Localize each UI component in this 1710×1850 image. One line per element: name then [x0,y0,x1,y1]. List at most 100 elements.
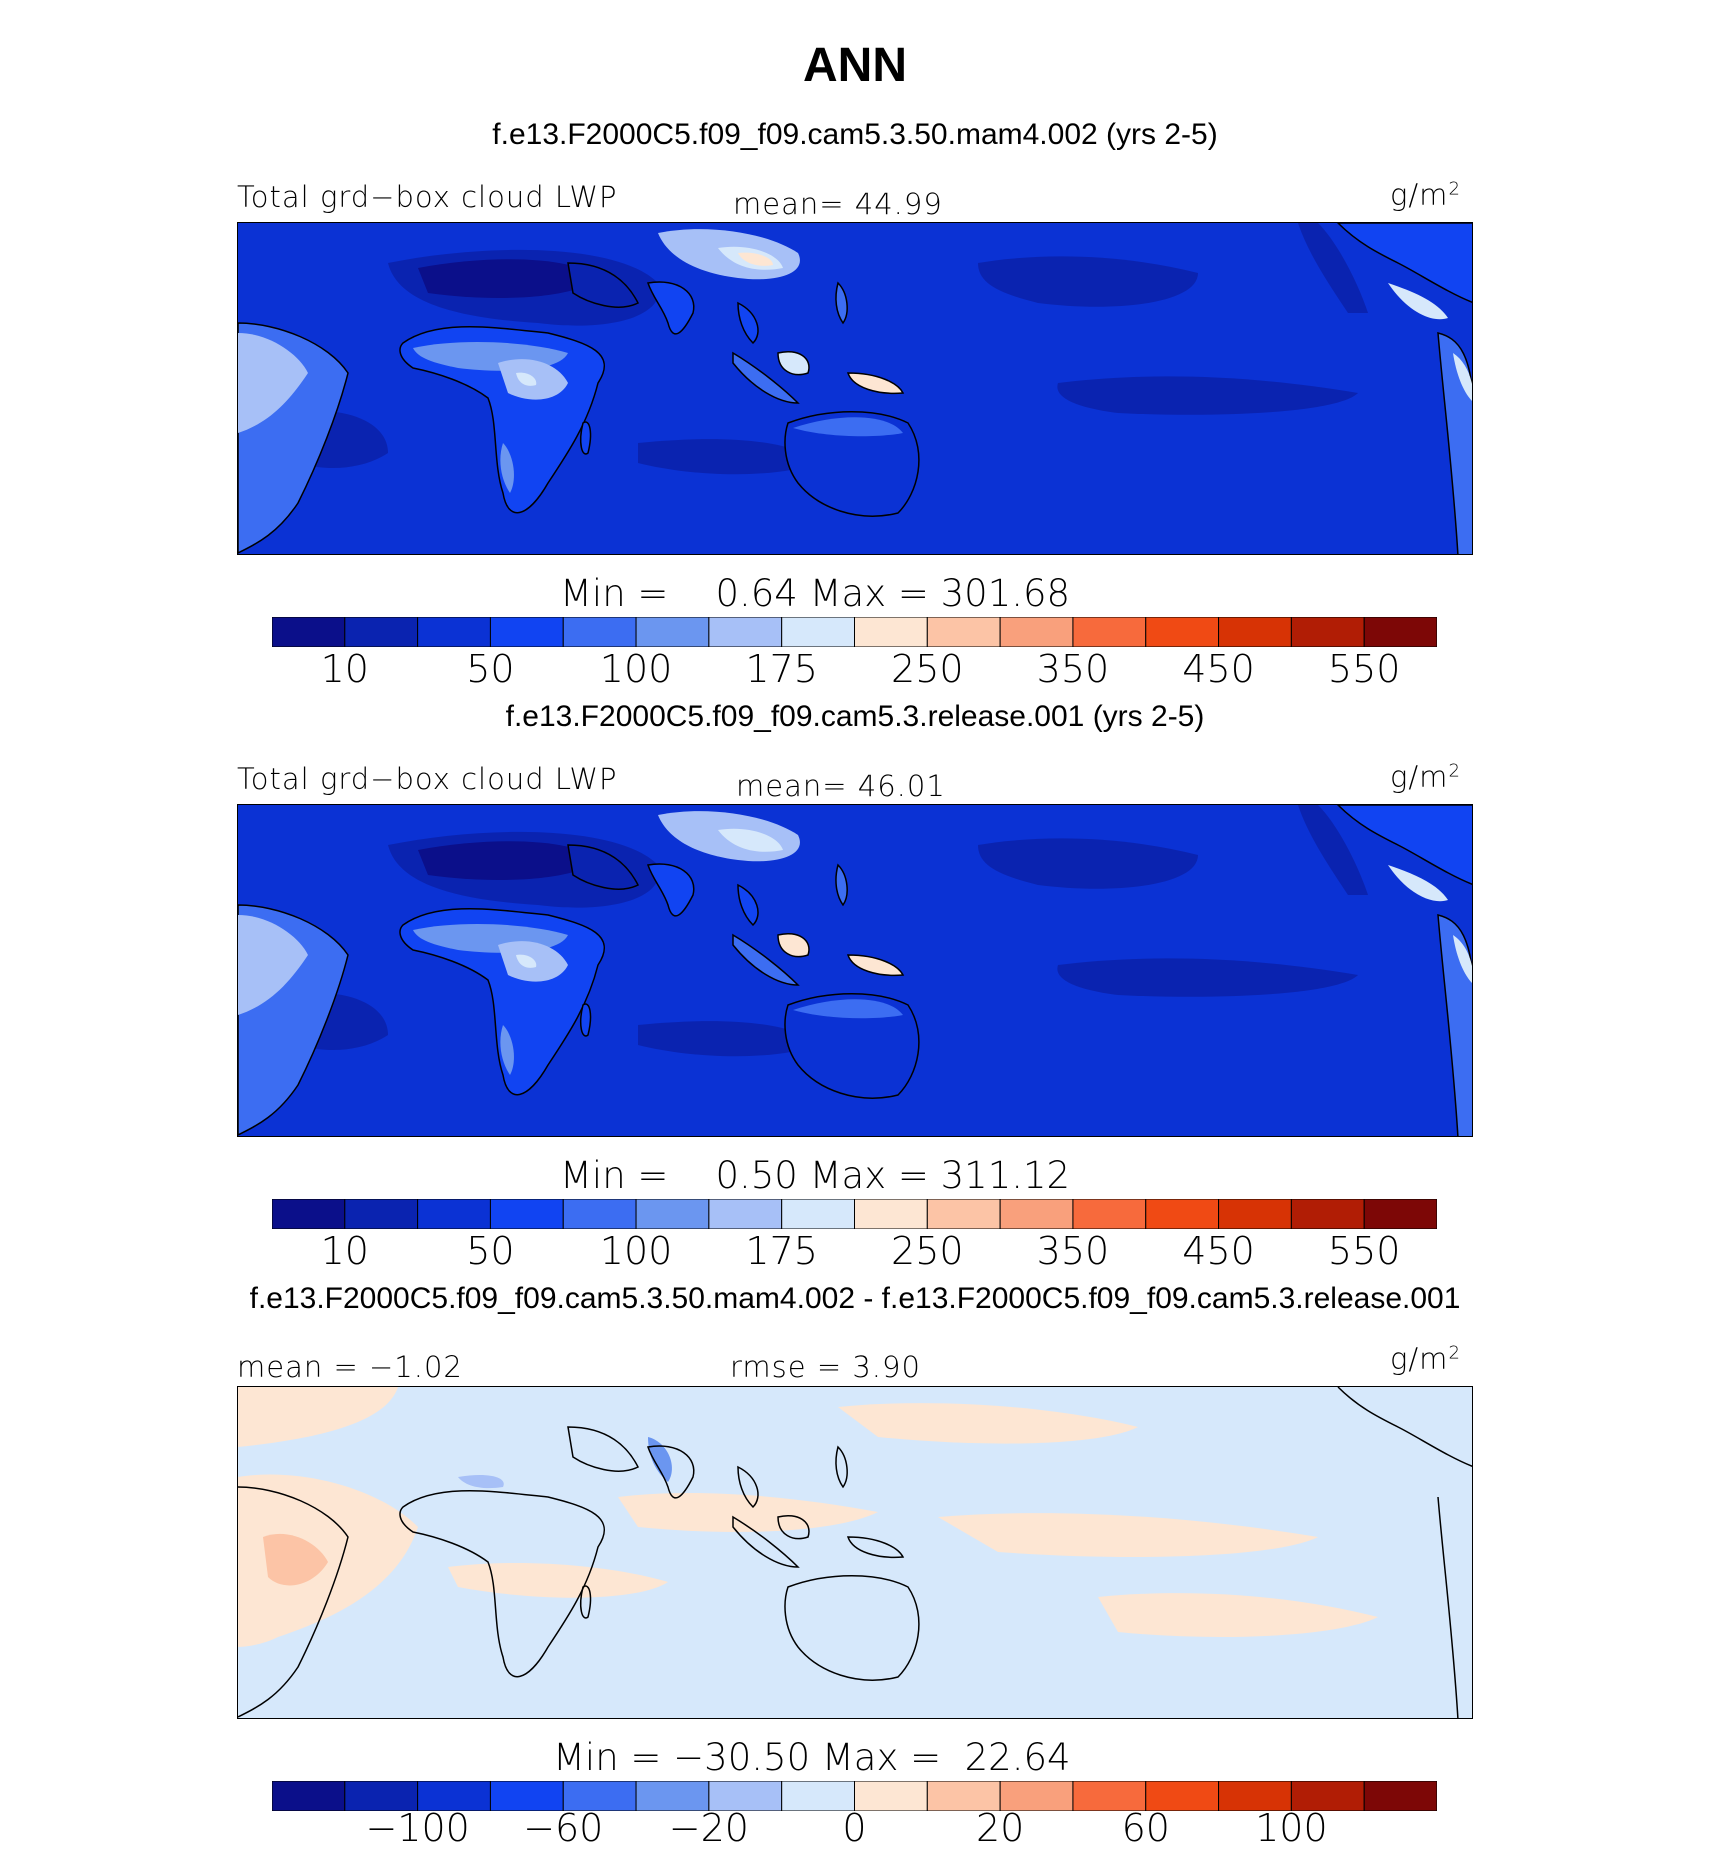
colorbar-tick-label: 250 [891,647,964,691]
diff-positive-io [618,1492,878,1532]
colorbar-tick-label: 10 [320,647,369,691]
panel3-mean-label: mean = −1.02 [237,1350,463,1384]
diff-positive-npac [838,1403,1138,1444]
amazon-high-lwp [238,915,308,1015]
colorbar-box [1145,1198,1220,1230]
arabia-outline [567,1426,640,1472]
indochina [737,301,759,345]
australia-north-band [793,999,903,1019]
colorbar-box [1290,1198,1365,1230]
indochina [737,883,759,927]
indochina-outline [737,1465,759,1509]
central-america-high [1388,283,1448,320]
units-base: g/m [1390,760,1449,794]
colorbar-box [781,1780,855,1812]
central-america [1336,223,1472,303]
new-guinea-outline [846,1536,905,1559]
panel2-units: g/m2 [1390,760,1461,794]
colorbar-tick-label: 50 [466,1229,515,1273]
colorbar-box [489,616,564,648]
colorbar-tick-label: 50 [466,647,515,691]
diff-negative-india [648,1437,672,1482]
colorbar-box [635,1198,710,1230]
panel3-minmax: Min = −30.50 Max = 22.64 [553,1736,1071,1779]
panel1-mean-label: mean= 44.99 [733,187,943,221]
colorbar-tick-label: 60 [1121,1806,1170,1850]
colorbar-box [489,1780,564,1812]
colorbar-box [926,1198,1001,1230]
sahara-min-lwp [418,841,598,880]
panel1-minmax: Min = 0.64 Max = 301.68 [560,572,1071,615]
sahara-min-lwp [418,259,598,298]
central-america-outline [1337,1387,1472,1467]
colorbar-tick-label: 175 [745,1229,818,1273]
colorbar-tick-label: 450 [1182,647,1255,691]
colorbar-box [1072,616,1147,648]
central-america-high [1388,865,1448,902]
baja-low-lwp [1298,223,1368,313]
colorbar-box [1218,1198,1292,1230]
colorbar-box [926,616,1001,648]
colorbar-tick-label: 0 [842,1806,867,1850]
philippines-outline [835,1445,848,1489]
panel3-rmse-label: rmse = 3.90 [730,1350,921,1384]
figure-title: ANN [803,39,907,92]
colorbar-box [1218,1780,1292,1812]
panel2-contour-field [238,805,1472,1136]
sumatra [732,933,800,986]
colorbar-box [781,616,855,648]
colorbar-tick-label: 550 [1327,647,1401,691]
south-america-west-outline [1437,1496,1459,1718]
diff-background [238,1387,1472,1718]
diff-positive-spac-south [1098,1593,1378,1637]
sumatra [732,351,800,404]
colorbar-box [635,616,710,648]
colorbar-tick-label: 100 [1255,1806,1328,1850]
africa-outline [399,1490,605,1678]
panel3-colorbar-ticks: −100 −60 −20 0 20 60 100 [0,1806,1710,1850]
colorbar-tick-label: 10 [320,1229,369,1273]
colorbar-box [854,1198,928,1230]
units-exponent: 2 [1448,178,1461,200]
spac-subtropic [1057,376,1358,415]
colorbar-box [271,1198,346,1230]
panel2-colorbar-ticks: 10 50 100 175 250 350 450 550 [0,1229,1710,1273]
congo-peak [516,372,537,386]
colorbar-tick-label: 350 [1036,647,1110,691]
amazon-high-lwp [238,333,308,433]
panel3-units: g/m2 [1390,1342,1461,1376]
madagascar [580,421,592,455]
panel1-case-title: f.e13.F2000C5.f09_f09.cam5.3.50.mam4.002… [492,118,1218,151]
india [647,281,695,335]
colorbar-box [1290,616,1365,648]
units-base: g/m [1390,178,1449,212]
colorbar-tick-label: −20 [668,1806,749,1850]
south-america-east-outline [238,1486,349,1718]
australia [784,993,920,1099]
panel3-colorbar-svg [271,1780,1438,1812]
madagascar-outline [580,1585,592,1619]
south-africa-band [500,443,514,493]
panel3-contour-field [238,1387,1472,1718]
colorbar-box [999,616,1074,648]
sio-subtropic [638,1021,818,1057]
philippines [835,281,848,325]
colorbar-box [854,616,928,648]
colorbar-box [489,1198,564,1230]
diff-amazon-peak [263,1533,328,1586]
borneo-outline [777,1515,810,1540]
colorbar-box [562,1780,637,1812]
npac-subtropic [978,838,1198,889]
colorbar-box [999,1198,1074,1230]
panel3-map [237,1386,1473,1719]
colorbar-box [781,1198,855,1230]
panel2-map [237,804,1473,1137]
colorbar-tick-label: 20 [975,1806,1025,1850]
panel1-contour-field [238,223,1472,554]
colorbar-box [1363,1198,1438,1230]
panel2-variable-label: Total grd−box cloud LWP [237,762,618,796]
units-base: g/m [1390,1342,1449,1376]
arabia [567,844,640,890]
borneo [777,351,810,376]
india-outline [647,1445,695,1499]
